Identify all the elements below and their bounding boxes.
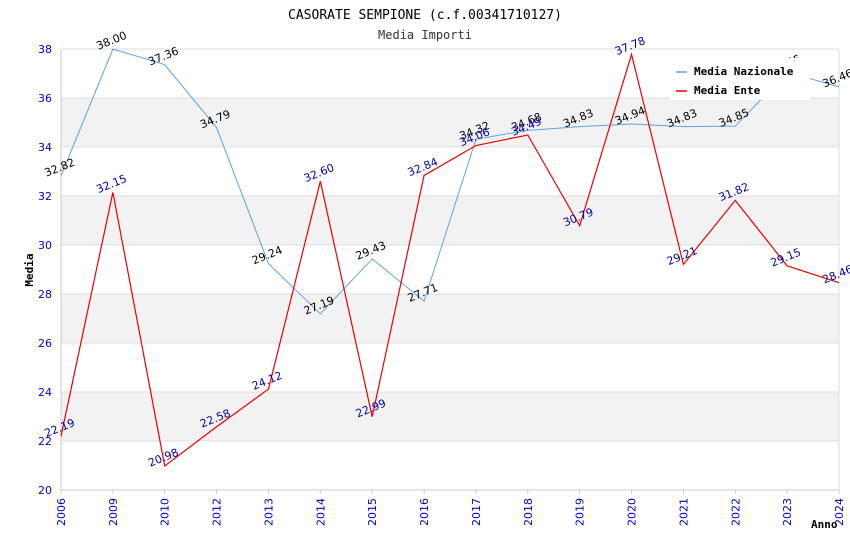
y-tick-label: 20 bbox=[38, 484, 52, 497]
x-tick-label: 2010 bbox=[159, 498, 172, 526]
chart-subtitle: Media Importi bbox=[378, 28, 472, 42]
x-tick-label: 2023 bbox=[781, 498, 794, 526]
grid-band bbox=[61, 245, 839, 294]
grid-band bbox=[61, 98, 839, 147]
x-tick-label: 2019 bbox=[574, 498, 587, 526]
y-axis-ticks: 20 22 24 26 28 30 32 34 36 38 bbox=[38, 43, 52, 497]
grid-band bbox=[61, 343, 839, 392]
x-tick-label: 2006 bbox=[55, 498, 68, 526]
x-tick-label: 2014 bbox=[314, 498, 327, 526]
plot-frame bbox=[60, 48, 840, 491]
plot-background-bands bbox=[61, 49, 839, 490]
x-tick-label: 2021 bbox=[677, 498, 690, 526]
y-tick-label: 38 bbox=[38, 43, 52, 56]
x-tick-label: 2022 bbox=[729, 498, 742, 526]
grid-band bbox=[61, 147, 839, 196]
legend-label-media-ente: Media Ente bbox=[694, 84, 761, 97]
series-line-media-ente bbox=[60, 52, 840, 468]
x-tick-label: 2020 bbox=[626, 498, 639, 526]
x-tick-label: 2015 bbox=[366, 498, 379, 526]
y-tick-label: 26 bbox=[38, 337, 52, 350]
x-axis-ticks: 2006 2009 2010 2012 2013 2014 2015 2016 2017 2018… bbox=[55, 490, 846, 526]
chart-title: CASORATE SEMPIONE (c.f.00341710127) bbox=[288, 8, 562, 23]
legend-label-media-nazionale: Media Nazionale bbox=[694, 65, 794, 78]
y-tick-label: 24 bbox=[38, 386, 52, 399]
series-line-media-nazionale bbox=[60, 48, 840, 315]
y-tick-label: 28 bbox=[38, 288, 52, 301]
y-tick-label: 34 bbox=[38, 141, 52, 154]
x-tick-label: 2016 bbox=[418, 498, 431, 526]
x-tick-label: 2017 bbox=[470, 498, 483, 526]
y-tick-label: 22 bbox=[38, 435, 52, 448]
grid-band bbox=[61, 392, 839, 441]
series-lines bbox=[60, 48, 840, 468]
x-tick-label: 2009 bbox=[107, 498, 120, 526]
legend-background bbox=[670, 58, 810, 100]
y-axis-title: Media bbox=[23, 253, 36, 286]
y-tick-label: 36 bbox=[38, 92, 52, 105]
x-tick-label: 2018 bbox=[522, 498, 535, 526]
grid-band bbox=[61, 441, 839, 490]
y-tick-label: 30 bbox=[38, 239, 52, 252]
legend: Media Nazionale Media Ente bbox=[670, 58, 810, 100]
x-tick-label: 2024 bbox=[833, 498, 846, 526]
grid-band bbox=[61, 294, 839, 343]
y-tick-label: 32 bbox=[38, 190, 52, 203]
x-tick-label: 2012 bbox=[211, 498, 224, 526]
x-tick-label: 2013 bbox=[262, 498, 275, 526]
x-axis-title: Anno bbox=[811, 518, 838, 531]
